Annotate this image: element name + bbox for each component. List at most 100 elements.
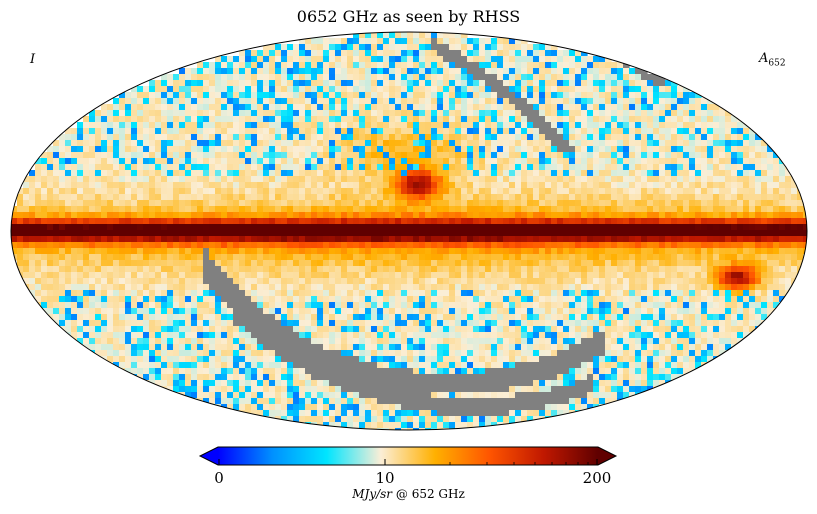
- map-pixel: [557, 86, 564, 93]
- map-pixel: [233, 164, 240, 171]
- map-pixel: [395, 98, 402, 105]
- map-pixel: [59, 194, 66, 201]
- map-pixel: [593, 290, 600, 297]
- map-pixel: [491, 278, 498, 285]
- map-pixel: [263, 242, 270, 249]
- map-pixel: [437, 248, 444, 255]
- map-pixel: [191, 164, 198, 171]
- map-pixel: [197, 278, 204, 285]
- map-pixel: [395, 152, 402, 159]
- map-pixel: [137, 206, 144, 213]
- map-pixel: [77, 170, 84, 177]
- map-pixel: [515, 80, 522, 87]
- map-pixel: [257, 50, 264, 57]
- map-pixel: [491, 200, 498, 207]
- map-pixel: [353, 188, 360, 195]
- map-pixel: [653, 230, 660, 237]
- map-pixel: [203, 278, 210, 285]
- map-pixel: [335, 194, 342, 201]
- map-pixel: [317, 290, 324, 297]
- map-pixel: [365, 272, 372, 279]
- map-pixel: [443, 68, 450, 75]
- map-pixel: [209, 212, 216, 219]
- map-pixel: [245, 128, 252, 135]
- map-pixel: [269, 182, 276, 189]
- map-pixel: [239, 86, 246, 93]
- map-pixel: [167, 74, 174, 81]
- map-pixel: [197, 164, 204, 171]
- map-pixel: [293, 182, 300, 189]
- map-pixel: [281, 200, 288, 207]
- map-pixel: [293, 170, 300, 177]
- map-pixel: [749, 128, 756, 135]
- map-pixel: [287, 56, 294, 63]
- map-pixel: [47, 278, 54, 285]
- map-pixel: [527, 44, 534, 51]
- map-pixel: [89, 110, 96, 117]
- map-pixel: [227, 116, 234, 123]
- map-pixel: [587, 140, 594, 147]
- map-pixel: [485, 224, 492, 231]
- map-pixel: [425, 242, 432, 249]
- map-pixel: [605, 230, 612, 237]
- map-pixel: [557, 260, 564, 267]
- map-pixel: [725, 134, 732, 141]
- map-pixel: [695, 236, 702, 243]
- map-pixel: [131, 290, 138, 297]
- map-pixel: [527, 86, 534, 93]
- map-pixel: [593, 236, 600, 243]
- map-pixel: [437, 218, 444, 225]
- map-pixel: [263, 212, 270, 219]
- map-pixel: [77, 158, 84, 165]
- map-pixel: [251, 56, 258, 63]
- map-pixel: [341, 170, 348, 177]
- map-pixel: [389, 74, 396, 81]
- map-pixel: [161, 116, 168, 123]
- map-pixel: [47, 188, 54, 195]
- map-pixel: [299, 122, 306, 129]
- map-pixel: [125, 230, 132, 237]
- map-pixel: [431, 290, 438, 297]
- map-pixel: [245, 194, 252, 201]
- map-pixel: [677, 152, 684, 159]
- map-pixel: [239, 266, 246, 273]
- map-pixel: [569, 98, 576, 105]
- map-pixel: [503, 284, 510, 291]
- map-pixel: [557, 110, 564, 117]
- map-pixel: [269, 242, 276, 249]
- map-pixel: [431, 122, 438, 129]
- map-pixel: [413, 164, 420, 171]
- map-pixel: [527, 188, 534, 195]
- map-pixel: [209, 152, 216, 159]
- map-pixel: [275, 254, 282, 261]
- map-pixel: [557, 98, 564, 105]
- map-pixel: [263, 110, 270, 117]
- map-pixel: [485, 38, 492, 45]
- map-pixel: [389, 68, 396, 75]
- map-pixel: [107, 254, 114, 261]
- map-pixel: [629, 236, 636, 243]
- map-pixel: [779, 266, 786, 273]
- map-pixel: [431, 164, 438, 171]
- map-pixel: [29, 176, 36, 183]
- map-pixel: [533, 284, 540, 291]
- map-pixel: [395, 122, 402, 129]
- map-pixel: [647, 266, 654, 273]
- map-pixel: [83, 158, 90, 165]
- map-pixel: [665, 242, 672, 249]
- map-pixel: [239, 284, 246, 291]
- map-pixel: [155, 134, 162, 141]
- map-pixel: [575, 110, 582, 117]
- map-pixel: [683, 92, 690, 99]
- map-pixel: [281, 152, 288, 159]
- map-pixel: [263, 140, 270, 147]
- map-pixel: [227, 230, 234, 237]
- map-pixel: [563, 236, 570, 243]
- map-pixel: [563, 134, 570, 141]
- map-pixel: [617, 206, 624, 213]
- map-pixel: [341, 188, 348, 195]
- map-pixel: [401, 74, 408, 81]
- map-pixel: [233, 182, 240, 189]
- map-pixel: [425, 200, 432, 207]
- map-pixel: [377, 188, 384, 195]
